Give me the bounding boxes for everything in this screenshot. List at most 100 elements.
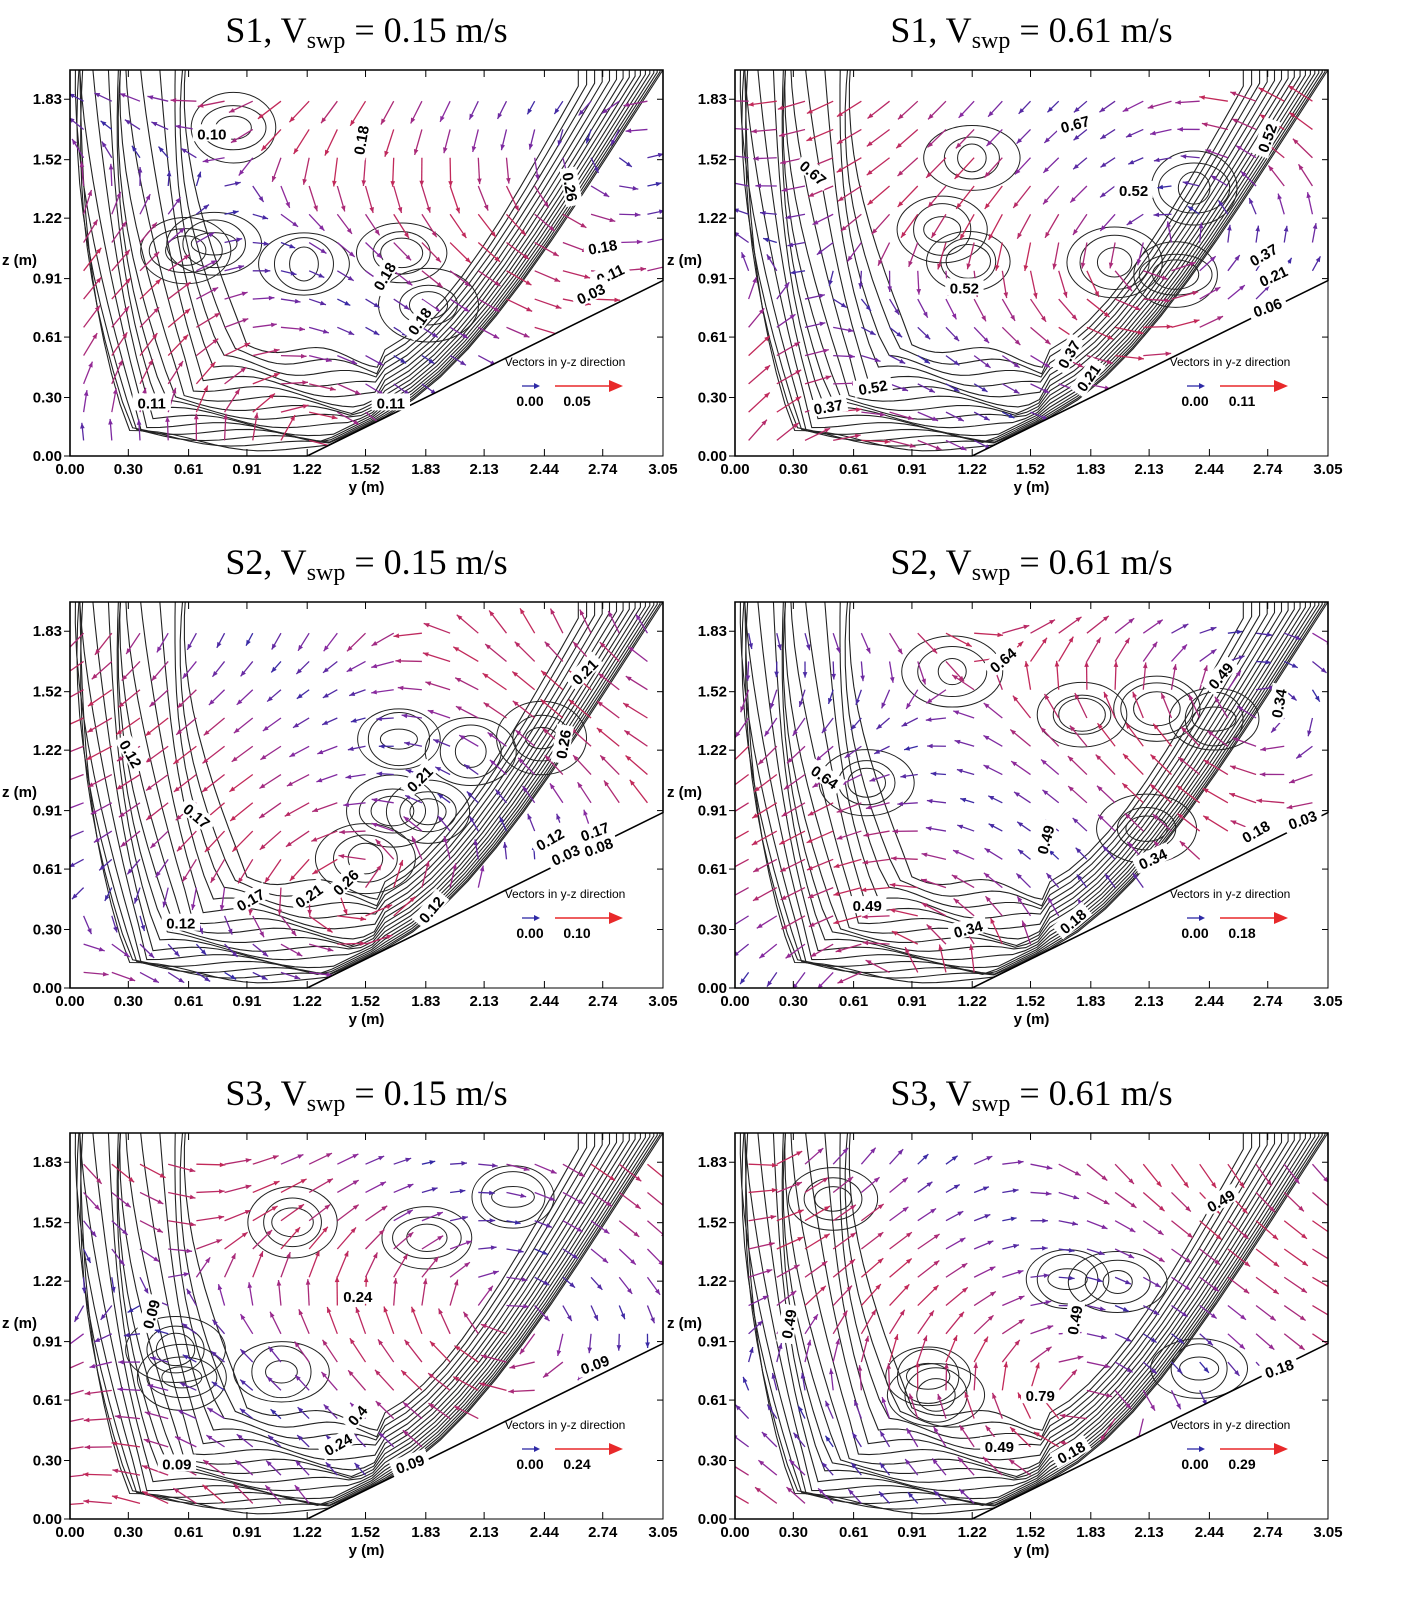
vector-arrow — [308, 354, 332, 363]
vector-arrow — [224, 317, 249, 328]
vector-arrow — [365, 1181, 387, 1194]
vector-arrow — [403, 741, 423, 747]
vector-arrow — [983, 764, 1003, 776]
vector-arrow — [297, 1406, 310, 1420]
vector-arrow — [488, 610, 508, 634]
vector-arrow — [1283, 1191, 1305, 1212]
x-tick-label: 3.05 — [648, 461, 677, 478]
vector-arrow — [1171, 1191, 1192, 1213]
vector-arrow — [211, 661, 226, 678]
legend-max-value: 0.11 — [1229, 393, 1256, 409]
vector-arrow — [280, 185, 291, 209]
vector-arrow — [322, 660, 338, 674]
vector-arrow — [534, 298, 562, 309]
vector-arrow — [544, 754, 564, 775]
x-axis-label: y (m) — [349, 479, 385, 496]
vector-arrow — [1236, 705, 1257, 719]
vector-arrow — [149, 830, 169, 849]
vector-arrow — [477, 185, 489, 211]
vector-arrow — [297, 632, 310, 652]
vector-arrow — [1001, 326, 1021, 346]
vector-arrow — [506, 1163, 530, 1172]
legend-max-value: 0.10 — [563, 925, 590, 941]
vector-arrow — [861, 411, 886, 417]
vector-arrow — [233, 1483, 254, 1504]
y-tick-label: 0.30 — [698, 922, 727, 939]
vector-arrow — [308, 943, 334, 952]
vector-arrow — [421, 185, 431, 213]
x-tick-label: 2.44 — [1195, 993, 1225, 1010]
vector-arrow — [1086, 1276, 1103, 1283]
legend-min-value: 0.00 — [1181, 1456, 1208, 1472]
vector-arrow — [647, 1220, 663, 1239]
vector-arrow — [1030, 619, 1056, 634]
vector-arrow — [748, 1214, 777, 1222]
vector-arrow — [832, 1204, 857, 1222]
vector-arrow — [804, 427, 831, 441]
vector-arrow — [828, 270, 834, 287]
vector-arrow — [1024, 661, 1032, 690]
vector-arrow — [776, 1181, 803, 1194]
contour-loop — [904, 1367, 968, 1423]
vector-arrow — [824, 1435, 834, 1448]
contour-label: 0.10 — [192, 124, 232, 143]
contour-label: 0.49 — [776, 1303, 801, 1345]
vector-arrow — [804, 348, 829, 357]
vector-arrow — [1095, 754, 1116, 775]
vector-arrow — [836, 802, 862, 813]
contour-label: 0.49 — [848, 896, 887, 915]
vector-arrow — [323, 632, 338, 652]
vector-arrow — [1114, 1361, 1134, 1373]
vector-arrow — [413, 129, 423, 156]
vector-arrow — [308, 326, 330, 334]
vector-arrow — [450, 1188, 466, 1194]
vector-arrow — [1277, 193, 1285, 215]
vector-arrow — [562, 1276, 576, 1289]
vector-arrow — [776, 1209, 804, 1222]
x-tick-label: 0.91 — [232, 993, 261, 1010]
vector-arrow — [364, 185, 374, 214]
vector-arrow — [562, 1163, 586, 1178]
vector-arrow — [167, 254, 190, 272]
vector-arrow — [1147, 100, 1172, 109]
vector-arrow — [452, 646, 479, 663]
vector-arrow — [776, 1290, 797, 1307]
vector-arrow — [897, 100, 919, 120]
vector-arrow — [619, 239, 643, 245]
vector-arrow — [887, 270, 893, 292]
contour-line — [138, 1133, 611, 1461]
vector-arrow — [371, 797, 394, 804]
vector-arrow — [860, 661, 865, 682]
vector-arrow — [280, 414, 296, 441]
contour-loop — [357, 708, 441, 770]
vector-arrow — [111, 305, 130, 328]
y-tick-label: 0.30 — [33, 1453, 62, 1470]
vector-arrow — [167, 196, 182, 215]
vector-arrow — [136, 419, 142, 441]
vector-arrow — [804, 1339, 812, 1363]
vector-arrow — [393, 242, 412, 261]
vector-arrow — [343, 802, 366, 807]
vector-arrow — [973, 1336, 989, 1363]
contour-loop — [905, 1362, 951, 1390]
vector-arrow — [449, 1215, 469, 1222]
vector-arrow — [223, 915, 233, 935]
vector-arrow — [786, 745, 806, 764]
contour-label: 0.34 — [1131, 842, 1174, 874]
vector-arrow — [797, 1405, 806, 1419]
vector-arrow — [921, 852, 947, 860]
vector-arrow — [224, 1158, 252, 1165]
vector-arrow — [920, 878, 947, 889]
vector-arrow — [371, 689, 394, 695]
vector-arrow — [308, 1226, 329, 1250]
vector-arrow — [1029, 298, 1047, 323]
vector-arrow — [252, 372, 281, 385]
vector-arrow — [865, 959, 890, 973]
y-tick-label: 1.83 — [33, 1154, 62, 1171]
vector-arrow — [601, 100, 620, 115]
vector-arrow — [1160, 692, 1173, 719]
contour-loop — [1047, 1268, 1088, 1291]
contour-loop — [496, 700, 588, 776]
vector-arrow — [817, 1487, 834, 1504]
vector-arrow — [280, 241, 296, 249]
